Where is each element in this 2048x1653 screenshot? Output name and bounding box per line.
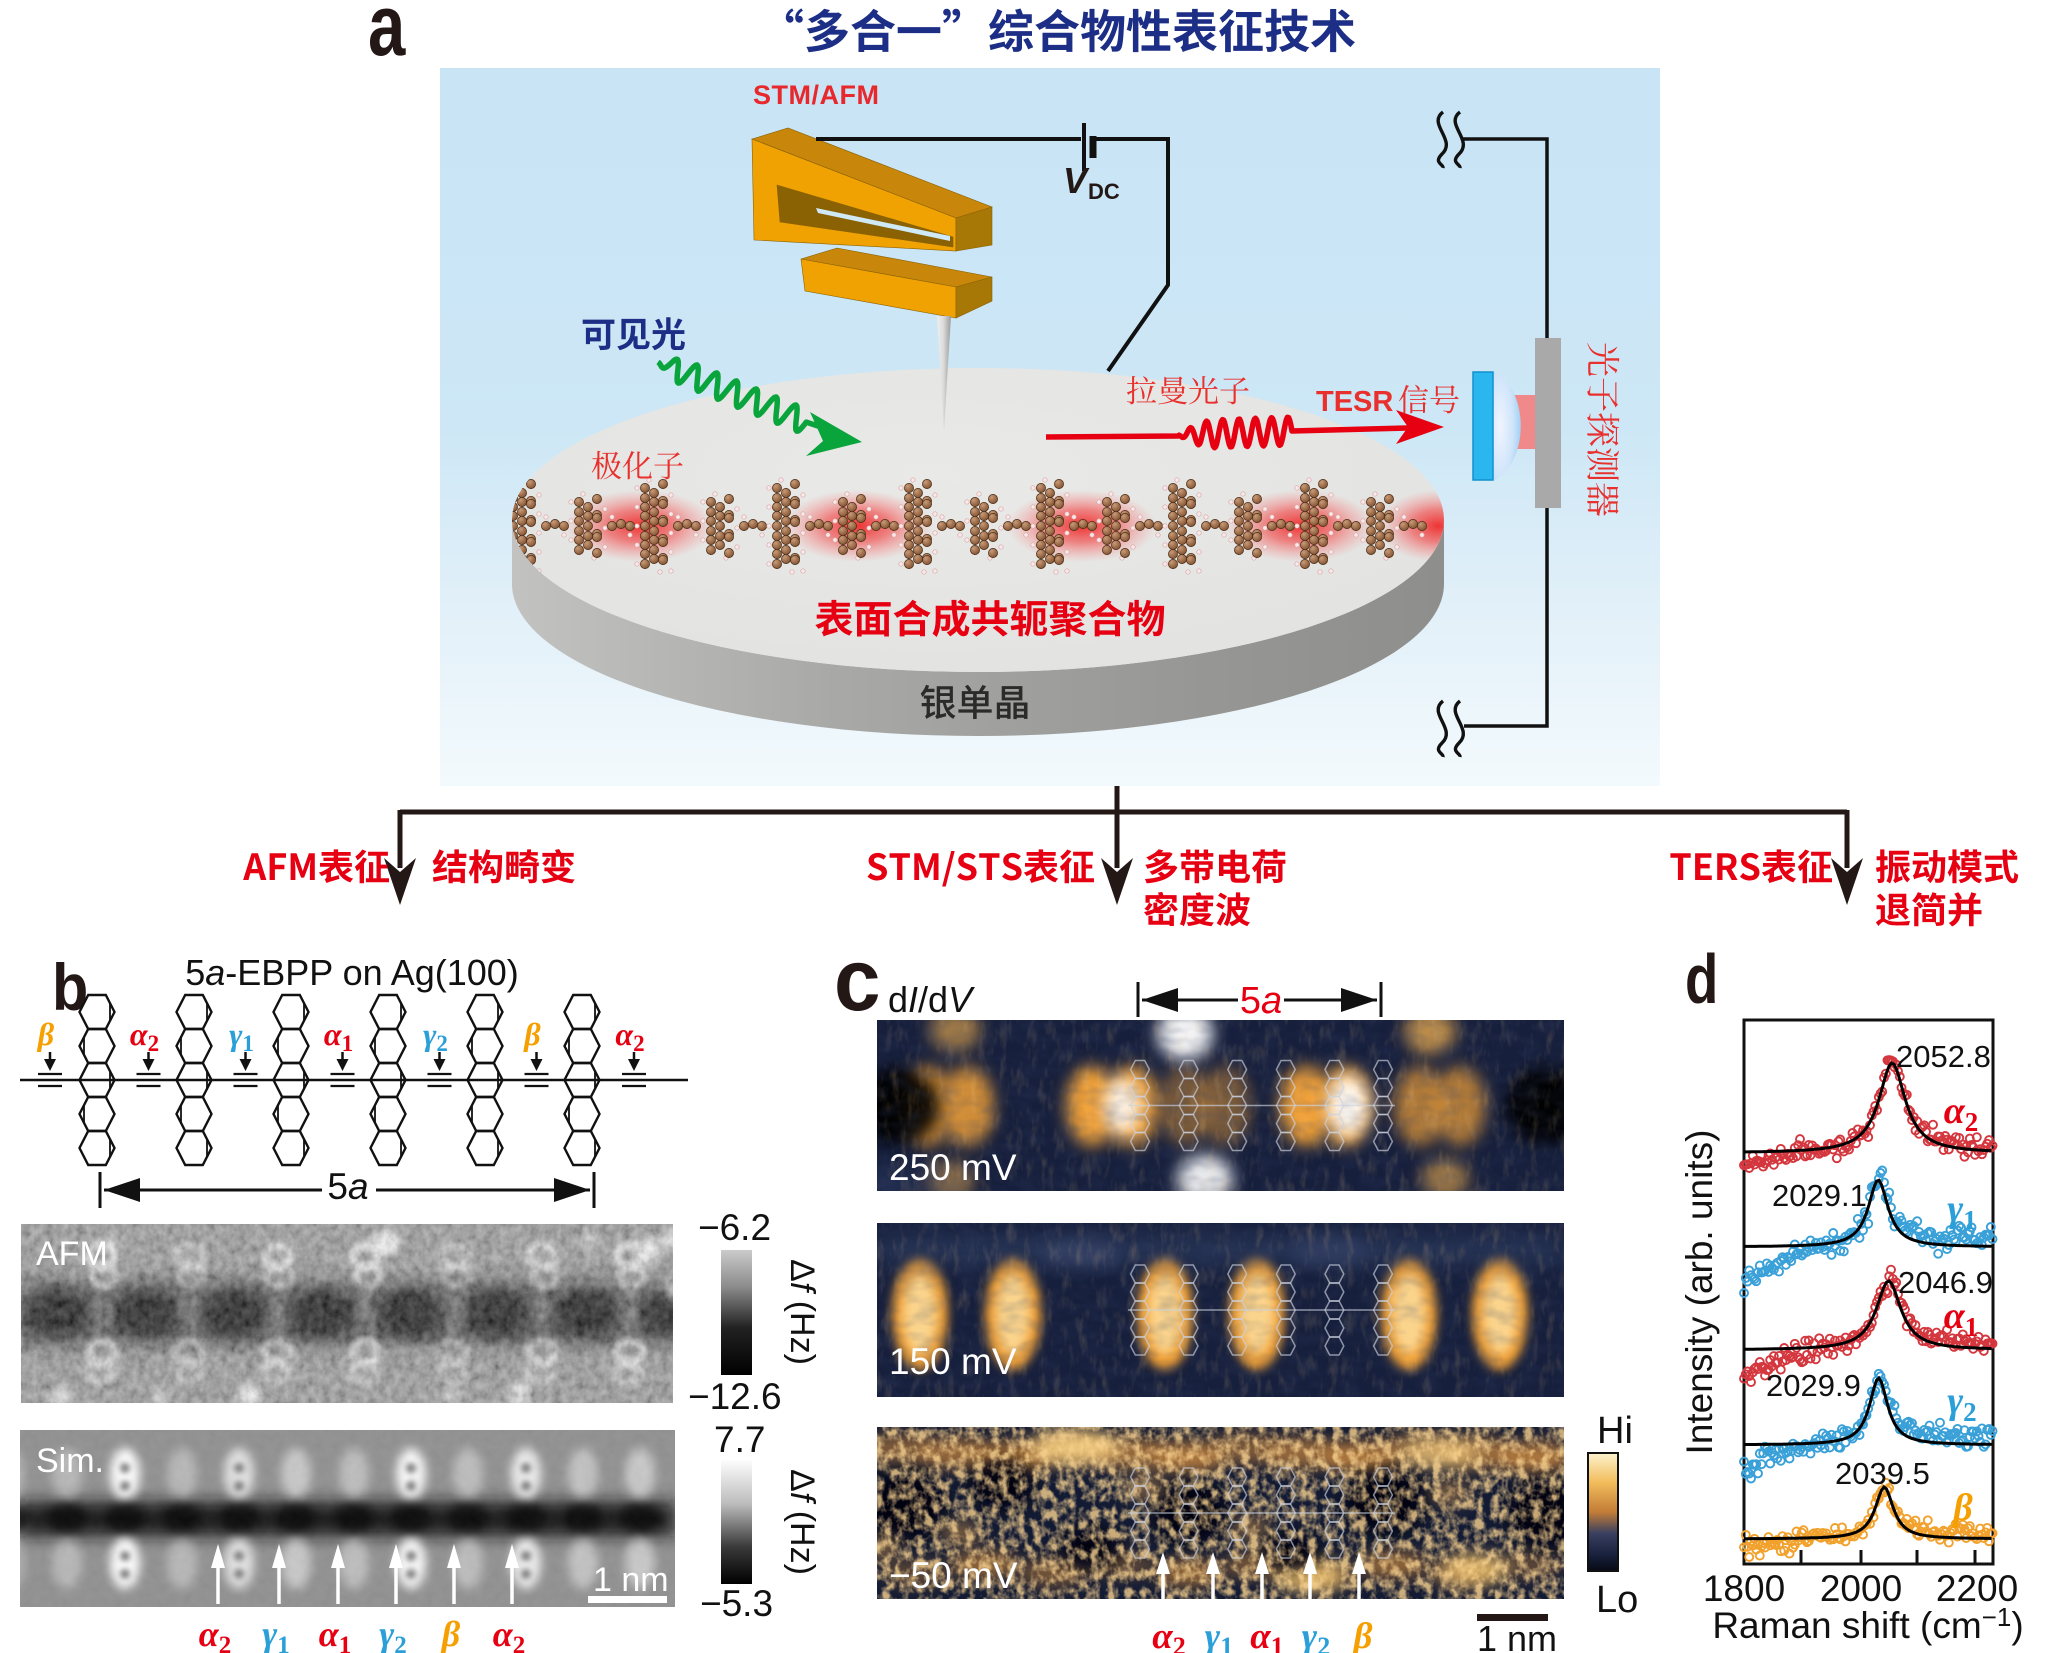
svg-text:2052.8: 2052.8 bbox=[1896, 1039, 1991, 1074]
svg-text:α2: α2 bbox=[615, 1016, 644, 1056]
svg-text:c: c bbox=[834, 931, 880, 1029]
svg-text:γ2: γ2 bbox=[379, 1614, 406, 1653]
svg-text:Δf (Hz): Δf (Hz) bbox=[783, 1469, 821, 1575]
svg-text:γ2: γ2 bbox=[1302, 1616, 1330, 1653]
svg-text:d: d bbox=[1685, 941, 1718, 1019]
svg-text:α1: α1 bbox=[1250, 1616, 1283, 1653]
svg-text:β: β bbox=[523, 1016, 541, 1052]
svg-text:TESR: TESR bbox=[1316, 386, 1393, 418]
svg-text:1800: 1800 bbox=[1703, 1568, 1785, 1609]
svg-text:2039.5: 2039.5 bbox=[1835, 1456, 1930, 1491]
svg-text:b: b bbox=[52, 951, 88, 1025]
svg-text:−6.2: −6.2 bbox=[698, 1207, 771, 1248]
svg-text:α1: α1 bbox=[324, 1016, 353, 1056]
svg-text:STM/AFM: STM/AFM bbox=[753, 80, 879, 110]
svg-text:2029.9: 2029.9 bbox=[1766, 1368, 1861, 1403]
svg-text:α2: α2 bbox=[1152, 1616, 1185, 1653]
svg-text:α1: α1 bbox=[319, 1614, 351, 1653]
svg-text:5a-EBPP on Ag(100): 5a-EBPP on Ag(100) bbox=[185, 952, 519, 993]
svg-text:2029.1: 2029.1 bbox=[1772, 1178, 1867, 1213]
svg-text:150 mV: 150 mV bbox=[889, 1341, 1017, 1382]
svg-text:7.7: 7.7 bbox=[714, 1419, 765, 1460]
svg-text:−12.6: −12.6 bbox=[688, 1376, 782, 1417]
svg-text:Δf (Hz): Δf (Hz) bbox=[783, 1259, 821, 1365]
svg-text:Hi: Hi bbox=[1597, 1410, 1633, 1452]
svg-text:γ1: γ1 bbox=[229, 1016, 254, 1056]
svg-text:a: a bbox=[368, 0, 406, 74]
svg-text:β: β bbox=[440, 1614, 461, 1653]
svg-text:Lo: Lo bbox=[1596, 1579, 1638, 1621]
svg-text:dI/dV: dI/dV bbox=[888, 979, 975, 1020]
svg-text:β: β bbox=[37, 1016, 55, 1052]
svg-text:β: β bbox=[1951, 1487, 1973, 1529]
svg-text:V: V bbox=[1063, 160, 1090, 201]
svg-text:250 mV: 250 mV bbox=[889, 1147, 1017, 1188]
svg-text:5a: 5a bbox=[1240, 980, 1282, 1022]
svg-text:Raman shift (cm−1): Raman shift (cm−1) bbox=[1712, 1602, 2023, 1646]
svg-text:−50 mV: −50 mV bbox=[889, 1555, 1018, 1596]
svg-text:DC: DC bbox=[1088, 179, 1120, 204]
svg-text:α2: α2 bbox=[199, 1614, 231, 1653]
svg-text:1 nm: 1 nm bbox=[593, 1561, 669, 1599]
svg-text:γ2: γ2 bbox=[423, 1016, 448, 1056]
svg-text:2000: 2000 bbox=[1820, 1568, 1902, 1609]
svg-text:5a: 5a bbox=[327, 1166, 368, 1207]
svg-text:1 nm: 1 nm bbox=[1477, 1618, 1557, 1653]
svg-text:Sim.: Sim. bbox=[36, 1442, 104, 1480]
svg-text:2200: 2200 bbox=[1936, 1568, 2018, 1609]
svg-text:γ1: γ1 bbox=[1205, 1616, 1233, 1653]
svg-text:AFM: AFM bbox=[36, 1235, 108, 1273]
svg-text:2046.9: 2046.9 bbox=[1898, 1265, 1993, 1300]
svg-text:β: β bbox=[1352, 1616, 1373, 1653]
svg-text:Intensity (arb. units): Intensity (arb. units) bbox=[1679, 1130, 1720, 1455]
svg-text:−5.3: −5.3 bbox=[700, 1583, 773, 1624]
svg-text:α2: α2 bbox=[130, 1016, 159, 1056]
svg-text:α2: α2 bbox=[493, 1614, 525, 1653]
svg-text:γ1: γ1 bbox=[262, 1614, 289, 1653]
